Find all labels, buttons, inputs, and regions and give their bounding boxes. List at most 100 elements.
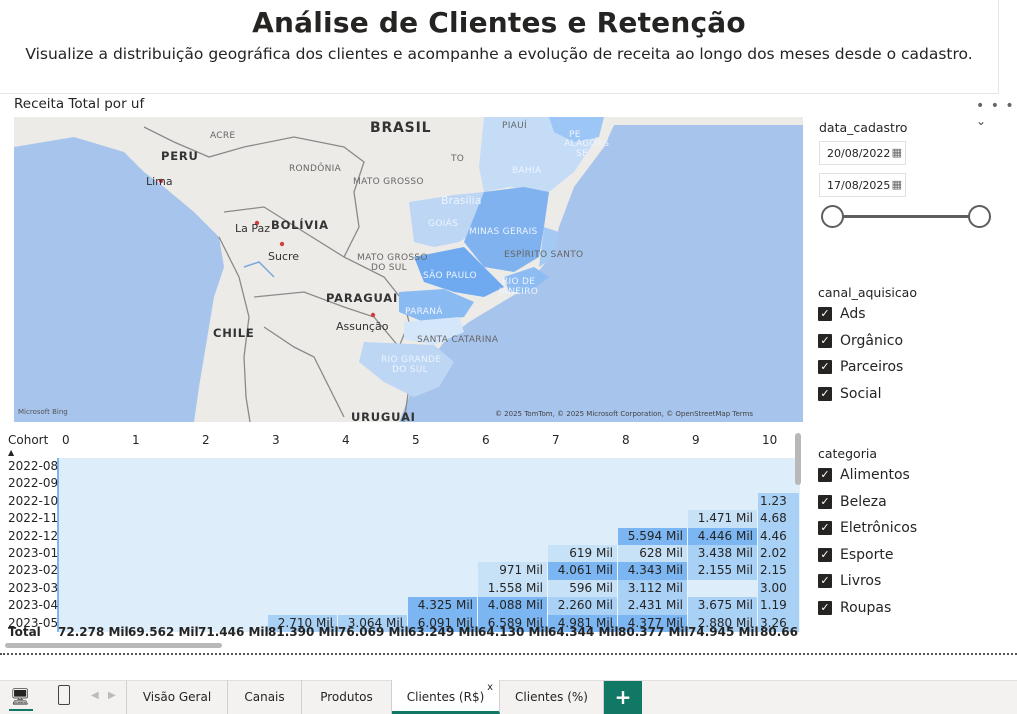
matrix-cell[interactable] (198, 493, 268, 510)
checkbox-checked-icon[interactable]: ✓ (818, 360, 832, 374)
page-tab[interactable]: Clientes (R$) x (392, 680, 500, 714)
matrix-cell[interactable] (338, 597, 408, 614)
date-slider-track[interactable] (832, 215, 980, 218)
matrix-row-header[interactable]: 2022-08 (8, 459, 59, 473)
matrix-row-header[interactable]: 2023-04 (8, 598, 59, 613)
matrix-cell[interactable] (128, 562, 198, 579)
matrix-cell[interactable]: 2.15 (758, 562, 800, 580)
matrix-cell[interactable] (478, 458, 548, 475)
matrix-cell[interactable] (618, 458, 688, 475)
matrix-cell[interactable] (58, 458, 128, 475)
matrix-cell[interactable] (128, 597, 198, 614)
checkbox-checked-icon[interactable]: ✓ (818, 547, 832, 562)
categoria-item[interactable]: ✓ Esporte (818, 547, 893, 563)
matrix-cell[interactable] (478, 545, 548, 562)
matrix-cell[interactable] (688, 493, 758, 510)
matrix-cell[interactable] (198, 475, 268, 492)
matrix-cell[interactable]: 2.02 (758, 545, 800, 563)
matrix-cell[interactable]: 3.064 Mil (338, 614, 408, 632)
matrix-cell[interactable] (58, 528, 128, 545)
canal-item[interactable]: ✓ Ads (818, 306, 866, 322)
checkbox-checked-icon[interactable]: ✓ (818, 333, 832, 348)
matrix-cell[interactable]: 2.710 Mil (268, 614, 338, 632)
matrix-cell[interactable] (338, 510, 408, 527)
matrix-cell[interactable] (338, 580, 408, 597)
checkbox-checked-icon[interactable]: ✓ (818, 574, 832, 588)
matrix-row-header[interactable]: 2023-05 (8, 615, 59, 630)
canal-item[interactable]: ✓ Orgânico (818, 333, 903, 349)
matrix-cell[interactable]: 628 Mil (618, 545, 688, 563)
checkbox-checked-icon[interactable]: ✓ (818, 494, 832, 509)
matrix-cell[interactable] (408, 510, 478, 527)
matrix-cell[interactable] (338, 545, 408, 562)
matrix-column-header[interactable]: 9 (692, 433, 700, 447)
matrix-cell[interactable] (198, 597, 268, 614)
matrix-cell[interactable]: 3.00 (758, 579, 800, 598)
checkbox-checked-icon[interactable]: ✓ (818, 468, 832, 482)
matrix-cell[interactable] (198, 562, 268, 579)
matrix-row-header[interactable]: 2023-01 (8, 546, 59, 560)
matrix-cell[interactable] (548, 510, 618, 527)
matrix-cell[interactable] (408, 580, 478, 597)
calendar-icon[interactable]: ▦ (891, 178, 902, 191)
matrix-cell[interactable] (198, 528, 268, 545)
matrix-cell[interactable] (548, 458, 618, 475)
matrix-cell[interactable] (618, 510, 688, 527)
mobile-view-icon[interactable] (58, 685, 70, 705)
matrix-column-header[interactable]: 2 (202, 433, 210, 447)
matrix-cell[interactable] (758, 458, 800, 475)
matrix-cell[interactable] (128, 580, 198, 597)
matrix-cell[interactable] (758, 475, 800, 492)
chevron-down-icon[interactable]: ⌄ (976, 114, 987, 128)
matrix-cell[interactable]: 3.112 Mil (618, 579, 688, 598)
date-start-input[interactable]: 20/08/2022 ▦ (819, 141, 906, 165)
matrix-cell[interactable] (338, 475, 408, 492)
matrix-cell[interactable] (268, 562, 338, 579)
matrix-cell[interactable] (478, 493, 548, 510)
more-options-icon[interactable]: • • • (976, 98, 1015, 114)
matrix-cell[interactable] (268, 475, 338, 492)
matrix-cell[interactable]: 619 Mil (548, 545, 618, 563)
matrix-cell[interactable]: 4.981 Mil (548, 614, 618, 632)
matrix-column-header[interactable]: 5 (412, 433, 420, 447)
matrix-cell[interactable] (548, 475, 618, 492)
matrix-row-header[interactable]: 2022-12 (8, 528, 59, 543)
canal-item[interactable]: ✓ Parceiros (818, 359, 903, 375)
matrix-cell[interactable]: 1.471 Mil (688, 510, 758, 528)
matrix-cell[interactable] (478, 528, 548, 545)
matrix-cell[interactable]: 2.260 Mil (548, 597, 618, 615)
matrix-column-header[interactable]: 1 (132, 433, 140, 447)
matrix-cell[interactable] (408, 493, 478, 510)
matrix-cell[interactable]: 2.431 Mil (618, 597, 688, 615)
checkbox-checked-icon[interactable]: ✓ (818, 600, 832, 615)
matrix-cell[interactable] (478, 510, 548, 527)
page-tab[interactable]: Visão Geral (127, 680, 228, 714)
matrix-row-header[interactable]: 2023-02 (8, 563, 59, 578)
matrix-cell[interactable] (408, 562, 478, 579)
scroll-right-icon[interactable]: ▶ (108, 690, 116, 701)
matrix-cell[interactable] (618, 475, 688, 492)
categoria-item[interactable]: ✓ Livros (818, 573, 881, 589)
add-page-button[interactable]: + (604, 681, 642, 714)
categoria-item[interactable]: ✓ Alimentos (818, 467, 910, 483)
matrix-cell[interactable] (338, 562, 408, 579)
matrix-cell[interactable]: 6.091 Mil (408, 614, 478, 632)
matrix-cell[interactable]: 971 Mil (478, 562, 548, 580)
matrix-cell[interactable] (58, 562, 128, 579)
close-tab-icon[interactable]: x (487, 682, 493, 693)
matrix-column-header[interactable]: 8 (622, 433, 630, 447)
page-tab[interactable]: Clientes (%) (500, 680, 604, 714)
matrix-cell[interactable] (198, 580, 268, 597)
matrix-cell[interactable]: 5.594 Mil (618, 527, 688, 545)
calendar-icon[interactable]: ▦ (891, 146, 902, 159)
matrix-cell[interactable]: 4.325 Mil (408, 597, 478, 615)
matrix-cell[interactable] (268, 493, 338, 510)
matrix-cell[interactable] (58, 580, 128, 597)
matrix-cell[interactable] (408, 545, 478, 562)
matrix-cell[interactable] (58, 475, 128, 492)
matrix-cell[interactable] (478, 475, 548, 492)
matrix-cell[interactable]: 4.446 Mil (688, 527, 758, 545)
matrix-cell[interactable]: 3.438 Mil (688, 545, 758, 563)
matrix-cell[interactable] (268, 597, 338, 614)
matrix-row-header[interactable]: 2023-03 (8, 580, 59, 595)
